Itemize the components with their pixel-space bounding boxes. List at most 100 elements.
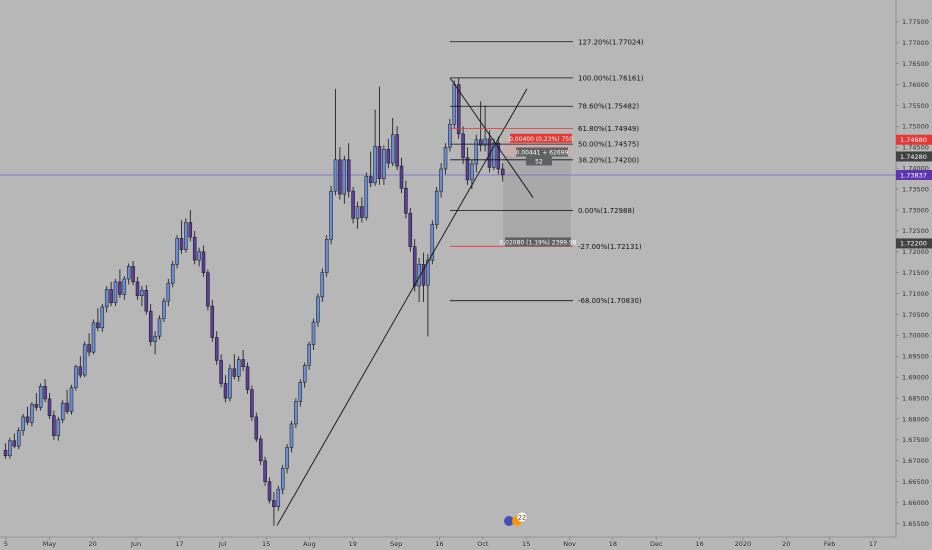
candle-body xyxy=(390,134,395,164)
fib-level-label: 78.60%(1.75482) xyxy=(578,103,639,111)
time-tick-label: 15 xyxy=(522,540,530,548)
candle xyxy=(126,263,131,285)
candle-body xyxy=(452,84,457,125)
price-tick-label: 1.73000 xyxy=(902,206,929,214)
candle xyxy=(3,443,8,459)
time-tick-label: 17 xyxy=(175,540,183,548)
candle xyxy=(201,245,206,277)
candle xyxy=(351,186,355,224)
candle xyxy=(448,118,452,152)
candle xyxy=(16,427,21,450)
candle-body xyxy=(69,387,74,412)
candle-body xyxy=(34,404,39,408)
price-tick-label: 1.67500 xyxy=(902,436,929,444)
time-tick-label: 20 xyxy=(89,540,97,548)
candle xyxy=(232,354,237,380)
candle xyxy=(338,147,342,200)
candle-body xyxy=(456,84,461,135)
time-tick-label: Sep xyxy=(390,540,402,548)
candle xyxy=(236,356,241,382)
price-tick-label: 1.77500 xyxy=(902,18,929,26)
time-axis[interactable]: 5 May 20 Jun 17 Jul 15 Aug 19 Sep 16 Oct 15 Nov 18 Dec 1… xyxy=(0,536,896,548)
price-tick-label: 1.65500 xyxy=(902,520,929,528)
price-tick-label: 1.75500 xyxy=(902,102,929,110)
candle-body xyxy=(135,281,140,296)
price-tick-label: 1.69000 xyxy=(902,373,929,381)
candle xyxy=(118,269,122,298)
candle xyxy=(87,333,91,357)
price-tag-label: 1.73837 xyxy=(900,171,927,179)
candle xyxy=(496,136,501,175)
candle-body xyxy=(373,146,377,184)
price-tag-label: 1.74680 xyxy=(900,136,927,144)
candle-body xyxy=(25,416,30,423)
candle-body xyxy=(338,159,342,195)
measure-tag-label: 52 xyxy=(535,158,543,165)
candle xyxy=(228,364,232,402)
candle-body xyxy=(30,404,34,423)
fib-level-label: 50.00%(1.74575) xyxy=(578,141,639,149)
measure-tag-label: 0.00400 (0.23%) 750 xyxy=(509,136,573,143)
candle xyxy=(289,421,294,453)
candle-body xyxy=(96,322,100,329)
time-tick-label: May xyxy=(43,540,57,548)
event-icon xyxy=(504,516,514,526)
candle-body xyxy=(188,222,193,238)
time-tick-label: 15 xyxy=(262,540,270,548)
candle xyxy=(91,319,96,355)
candle-body xyxy=(333,159,338,192)
candle xyxy=(192,230,197,265)
time-tick-label: 18 xyxy=(609,540,617,548)
candle-body xyxy=(223,383,228,399)
fib-level-label: 61.80%(1.74949) xyxy=(578,125,639,133)
candle xyxy=(56,416,61,441)
price-axis[interactable]: 1.77500 1.77000 1.76500 1.76000 1.75500 1.750… xyxy=(895,0,929,537)
candle-body xyxy=(443,147,448,170)
fibonacci-levels[interactable]: 127.20%(1.77024) 100.00%(1.76161) 78.60%(1… xyxy=(450,38,644,305)
price-tick-label: 1.73500 xyxy=(902,185,929,193)
candle-body xyxy=(179,238,184,250)
candle xyxy=(250,385,254,422)
candle-body xyxy=(47,398,52,416)
time-tick-label: 17 xyxy=(869,540,877,548)
candle-body xyxy=(470,163,474,181)
candle-body xyxy=(16,430,21,447)
price-tick-label: 1.70000 xyxy=(902,332,929,340)
candle xyxy=(223,375,228,403)
price-tag-label: 1.72200 xyxy=(900,240,927,248)
price-tick-label: 1.75000 xyxy=(902,123,929,131)
time-tick-label: Oct xyxy=(477,540,489,548)
time-tick-label: 16 xyxy=(695,540,703,548)
candle xyxy=(307,341,311,370)
candle-body xyxy=(122,278,127,295)
candle xyxy=(144,285,149,315)
fib-level-label: 38.20%(1.74200) xyxy=(578,156,639,164)
time-tick-label: Jul xyxy=(218,540,227,548)
candle-body xyxy=(461,133,465,158)
candle-body xyxy=(201,251,206,273)
candle xyxy=(140,286,144,307)
candle xyxy=(52,410,56,440)
candle xyxy=(21,413,25,436)
candle xyxy=(360,197,364,223)
events-badge[interactable]: 22 xyxy=(504,511,528,526)
candle-body xyxy=(377,146,382,179)
time-tick-label: 19 xyxy=(349,540,357,548)
candle-body xyxy=(131,266,135,283)
measure-tag xyxy=(505,237,571,247)
candle xyxy=(109,281,113,307)
candle-body xyxy=(360,206,364,218)
candle xyxy=(329,185,333,245)
candle xyxy=(197,247,201,267)
candle xyxy=(456,77,461,139)
candle xyxy=(96,308,100,332)
candle xyxy=(153,331,157,355)
candle xyxy=(34,393,39,411)
candle xyxy=(368,151,373,187)
price-tick-label: 1.76500 xyxy=(902,60,929,68)
candle-body xyxy=(267,481,272,501)
drawing-tools[interactable] xyxy=(276,77,534,526)
candle-body xyxy=(113,281,118,304)
candle xyxy=(258,435,263,465)
